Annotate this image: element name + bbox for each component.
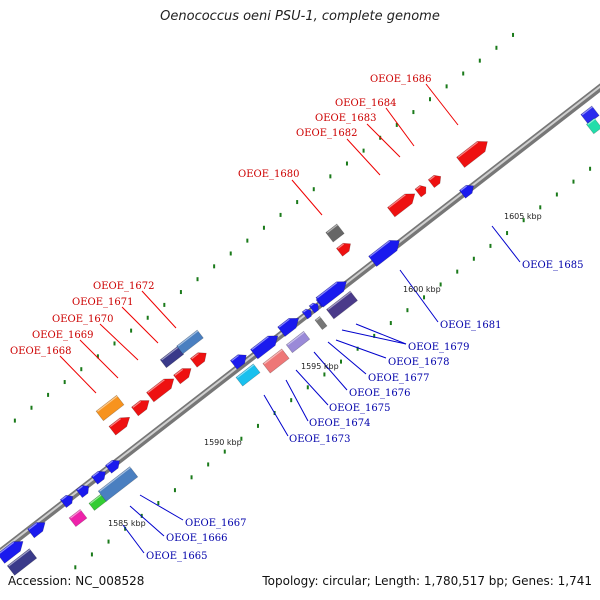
gene-label-oeoe-1678[interactable]: OEOE_1678: [388, 357, 449, 368]
leader-line: [285, 379, 309, 422]
gene-label-oeoe-1682[interactable]: OEOE_1682: [296, 128, 357, 139]
gene-oeoe-1680b[interactable]: [335, 240, 353, 257]
scale-labels: 1585 kbp 1590 kbp 1595 kbp 1600 kbp 1605…: [108, 212, 542, 528]
gene-oeoe-1669[interactable]: [131, 396, 153, 417]
scale-label-1595: 1595 kbp: [301, 362, 339, 371]
gene-right-edge[interactable]: [580, 105, 600, 125]
gene-label-oeoe-1669[interactable]: OEOE_1669: [32, 330, 93, 341]
leader-line: [122, 524, 145, 554]
gene-oeoe-1679[interactable]: [315, 277, 350, 308]
leader-line: [399, 269, 439, 323]
gene-oeoe-1683[interactable]: [414, 183, 429, 198]
gene-label-oeoe-1672[interactable]: OEOE_1672: [93, 281, 154, 292]
gene-label-oeoe-1667[interactable]: OEOE_1667: [185, 518, 246, 529]
leader-line: [313, 351, 348, 391]
gene-oeoe-1665c[interactable]: [75, 482, 92, 499]
gene-oeoe-1666c[interactable]: [68, 508, 88, 528]
gene-oeoe-1682[interactable]: [387, 189, 418, 218]
gene-features: [0, 105, 600, 576]
gene-oeoe-1665b[interactable]: [59, 492, 76, 509]
genome-summary-text: Topology: circular; Length: 1,780,517 bp…: [262, 574, 592, 588]
leader-line: [491, 225, 521, 263]
map-title: Oenococcus oeni PSU-1, complete genome: [160, 9, 440, 24]
gene-oeoe-1680[interactable]: [325, 223, 345, 243]
gene-oeoe-1670[interactable]: [146, 374, 177, 403]
leader-line: [295, 369, 329, 406]
gene-oeoe-1665[interactable]: [27, 518, 49, 539]
gene-label-oeoe-1665[interactable]: OEOE_1665: [146, 551, 207, 562]
gene-oeoe-1664b[interactable]: [6, 548, 38, 576]
leader-line: [335, 339, 387, 359]
leader-line: [59, 355, 97, 394]
gene-oeoe-1679b[interactable]: [326, 290, 358, 320]
gene-label-oeoe-1677[interactable]: OEOE_1677: [368, 373, 429, 384]
gene-oeoe-1673b[interactable]: [229, 351, 249, 370]
accession-text: Accession: NC_008528: [8, 574, 145, 588]
gene-labels-bottom: OEOE_1665 OEOE_1666 OEOE_1667 OEOE_1673 …: [146, 260, 583, 562]
gene-label-oeoe-1684[interactable]: OEOE_1684: [335, 98, 396, 109]
gene-label-oeoe-1668[interactable]: OEOE_1668: [10, 346, 71, 357]
gene-label-oeoe-1666[interactable]: OEOE_1666: [166, 533, 227, 544]
gene-oeoe-1676[interactable]: [301, 307, 314, 320]
leader-line: [141, 290, 177, 329]
leader-line: [121, 306, 159, 344]
gene-oeoe-1686[interactable]: [456, 136, 492, 168]
gene-oeoe-1674b[interactable]: [262, 348, 290, 374]
leader-line: [327, 341, 367, 375]
label-leaders: [59, 83, 521, 554]
leader-line: [346, 138, 381, 176]
leader-line: [263, 394, 289, 437]
leader-line: [79, 339, 119, 379]
gene-oeoe-1667[interactable]: [97, 466, 139, 502]
leader-line: [139, 494, 184, 521]
leader-line: [291, 179, 323, 216]
gene-oeoe-1666b[interactable]: [104, 457, 122, 474]
gene-oeoe-1668b[interactable]: [108, 413, 133, 436]
gene-label-oeoe-1675[interactable]: OEOE_1675: [329, 403, 390, 414]
gene-oeoe-1666[interactable]: [90, 468, 108, 485]
gene-oeoe-1671b[interactable]: [189, 349, 209, 368]
gene-oeoe-1675[interactable]: [277, 314, 303, 337]
gene-label-oeoe-1686[interactable]: OEOE_1686: [370, 74, 431, 85]
gene-oeoe-1673[interactable]: [235, 363, 261, 387]
gene-label-oeoe-1671[interactable]: OEOE_1671: [72, 297, 133, 308]
leader-line: [425, 83, 459, 126]
gene-label-oeoe-1676[interactable]: OEOE_1676: [349, 388, 410, 399]
leader-line: [129, 505, 165, 537]
gene-oeoe-1671[interactable]: [173, 364, 195, 385]
gene-label-oeoe-1673[interactable]: OEOE_1673: [289, 434, 350, 445]
gene-oeoe-1674[interactable]: [250, 331, 281, 360]
leader-line: [385, 107, 415, 147]
gene-oeoe-1668[interactable]: [95, 394, 125, 422]
scale-label-1605: 1605 kbp: [504, 212, 542, 221]
scale-label-1585: 1585 kbp: [108, 519, 146, 528]
gene-label-oeoe-1685[interactable]: OEOE_1685: [522, 260, 583, 271]
gene-oeoe-1672b[interactable]: [176, 329, 204, 355]
genome-backbone: [0, 83, 600, 557]
leader-line: [355, 323, 407, 345]
scale-label-1600: 1600 kbp: [403, 285, 441, 294]
gene-label-oeoe-1679[interactable]: OEOE_1679: [408, 342, 469, 353]
scale-label-1590: 1590 kbp: [204, 438, 242, 447]
gene-oeoe-1685b[interactable]: [458, 182, 476, 199]
leader-line: [341, 329, 407, 345]
gene-label-oeoe-1670[interactable]: OEOE_1670: [52, 314, 113, 325]
gene-oeoe-1681[interactable]: [368, 235, 404, 267]
gene-labels-top: OEOE_1668 OEOE_1669 OEOE_1670 OEOE_1671 …: [10, 74, 431, 357]
gene-oeoe-1664[interactable]: [0, 537, 27, 564]
gene-oeoe-1677[interactable]: [308, 301, 321, 314]
leader-line: [366, 123, 401, 158]
gene-label-oeoe-1681[interactable]: OEOE_1681: [440, 320, 501, 331]
gene-label-oeoe-1674[interactable]: OEOE_1674: [309, 418, 370, 429]
leader-line: [99, 323, 139, 361]
gene-label-oeoe-1680[interactable]: OEOE_1680: [238, 169, 299, 180]
tick-track-upper: [13, 32, 515, 423]
gene-oeoe-1684[interactable]: [427, 172, 444, 189]
gene-oeoe-1679c[interactable]: [314, 315, 328, 331]
gene-oeoe-1675b[interactable]: [285, 330, 311, 354]
gene-label-oeoe-1683[interactable]: OEOE_1683: [315, 113, 376, 124]
